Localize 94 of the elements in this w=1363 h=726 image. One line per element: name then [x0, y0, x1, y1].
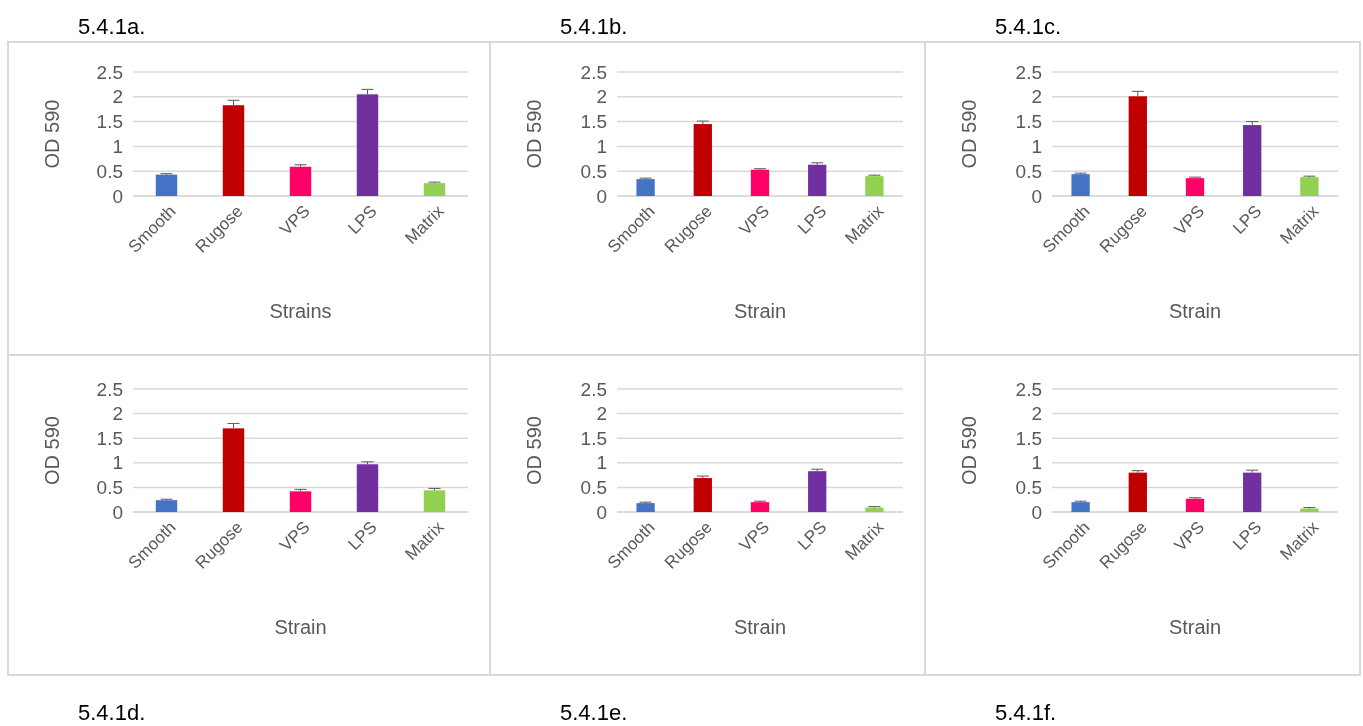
bar — [693, 124, 712, 196]
bar — [1128, 96, 1147, 196]
y-tick-label: 2 — [1031, 86, 1042, 108]
y-tick-label: 0.5 — [580, 477, 607, 499]
bar — [1071, 174, 1090, 196]
x-tick-label: VPS — [276, 201, 314, 240]
bar — [1243, 125, 1262, 196]
chart-title: 5.4.1b. — [560, 14, 628, 39]
y-tick-label: 1.5 — [580, 427, 607, 449]
y-tick-label: 2 — [596, 86, 607, 108]
bar — [289, 166, 312, 196]
y-tick-label: 2 — [596, 403, 607, 425]
y-axis-title: OD 590 — [41, 416, 63, 485]
y-tick-label: 0 — [112, 501, 123, 523]
y-tick-label: 1 — [112, 452, 123, 474]
x-tick-label: VPS — [1170, 517, 1209, 556]
x-tick-label: VPS — [735, 517, 774, 556]
bar — [808, 164, 827, 196]
y-tick-label: 2 — [112, 403, 123, 425]
y-tick-label: 1.5 — [96, 111, 123, 133]
x-tick-label: LPS — [1229, 201, 1266, 238]
bar — [423, 490, 446, 512]
bar — [1243, 472, 1262, 512]
y-tick-label: 1 — [1031, 452, 1042, 474]
bar — [289, 491, 312, 512]
y-axis-title: OD 590 — [523, 99, 545, 169]
y-tick-label: 1.5 — [96, 427, 123, 449]
bar — [1185, 498, 1205, 512]
x-axis-title: Strain — [733, 300, 787, 322]
bar — [222, 428, 245, 512]
x-axis-title: Strain — [1168, 300, 1222, 322]
bar — [1071, 502, 1090, 512]
y-tick-label: 2.5 — [96, 61, 123, 83]
y-tick-label: 1 — [596, 136, 607, 158]
x-axis-title: Strain — [733, 616, 787, 638]
bar — [356, 464, 379, 512]
bar — [636, 503, 655, 512]
bar — [423, 183, 446, 196]
y-tick-label: 0.5 — [96, 160, 123, 182]
y-tick-label: 2 — [1031, 403, 1042, 425]
bar — [155, 500, 178, 512]
y-tick-label: 2.5 — [96, 378, 123, 400]
y-tick-label: 0.5 — [1015, 160, 1042, 182]
chart-title: 5.4.1c. — [995, 14, 1062, 39]
text: 5.4.1e. — [560, 700, 628, 725]
bar — [693, 478, 712, 512]
x-tick-label: LPS — [794, 201, 831, 238]
y-axis-title: OD 590 — [958, 99, 980, 169]
y-tick-label: 1 — [1031, 136, 1042, 158]
y-tick-label: 1 — [596, 452, 607, 474]
y-tick-label: 0.5 — [580, 160, 607, 182]
x-tick-label: LPS — [1229, 517, 1266, 554]
text: 5.4.1f. — [995, 700, 1057, 725]
y-tick-label: 2.5 — [580, 61, 607, 83]
y-axis-title: OD 590 — [958, 416, 980, 485]
y-tick-label: 0 — [112, 185, 123, 207]
bar — [356, 94, 379, 196]
x-tick-label: VPS — [276, 517, 314, 556]
y-tick-label: 1.5 — [580, 111, 607, 133]
y-tick-label: 0 — [596, 185, 607, 207]
bar — [1300, 177, 1319, 196]
y-tick-label: 0.5 — [96, 477, 123, 499]
x-axis-title: Strain — [1168, 616, 1222, 638]
chart-title: 5.4.1a. — [78, 14, 146, 39]
x-axis-title: Strain — [274, 616, 327, 638]
bar — [1128, 472, 1147, 512]
y-tick-label: 2.5 — [1015, 61, 1042, 83]
y-axis-title: OD 590 — [41, 99, 63, 169]
x-tick-label: LPS — [794, 517, 831, 554]
y-tick-label: 2 — [112, 86, 123, 108]
y-axis-title: OD 590 — [523, 416, 545, 485]
text: 5.4.1d. — [78, 700, 146, 725]
bar — [808, 471, 827, 512]
y-tick-label: 2.5 — [1015, 378, 1042, 400]
x-tick-label: LPS — [344, 517, 381, 554]
bar — [155, 174, 178, 196]
x-axis-title: Strains — [269, 300, 332, 322]
bar — [222, 105, 245, 196]
x-tick-label: VPS — [1170, 201, 1209, 240]
bar — [750, 169, 770, 196]
y-tick-label: 0.5 — [1015, 477, 1042, 499]
y-tick-label: 0 — [1031, 501, 1042, 523]
y-tick-label: 0 — [1031, 185, 1042, 207]
x-tick-label: VPS — [735, 201, 774, 240]
y-tick-label: 2.5 — [580, 378, 607, 400]
y-tick-label: 1 — [112, 136, 123, 158]
y-tick-label: 0 — [596, 501, 607, 523]
bar — [1185, 178, 1205, 196]
bar — [636, 179, 655, 196]
x-tick-label: LPS — [344, 201, 381, 238]
y-tick-label: 1.5 — [1015, 111, 1042, 133]
y-tick-label: 1.5 — [1015, 427, 1042, 449]
bar — [750, 502, 770, 512]
bar — [865, 176, 884, 196]
